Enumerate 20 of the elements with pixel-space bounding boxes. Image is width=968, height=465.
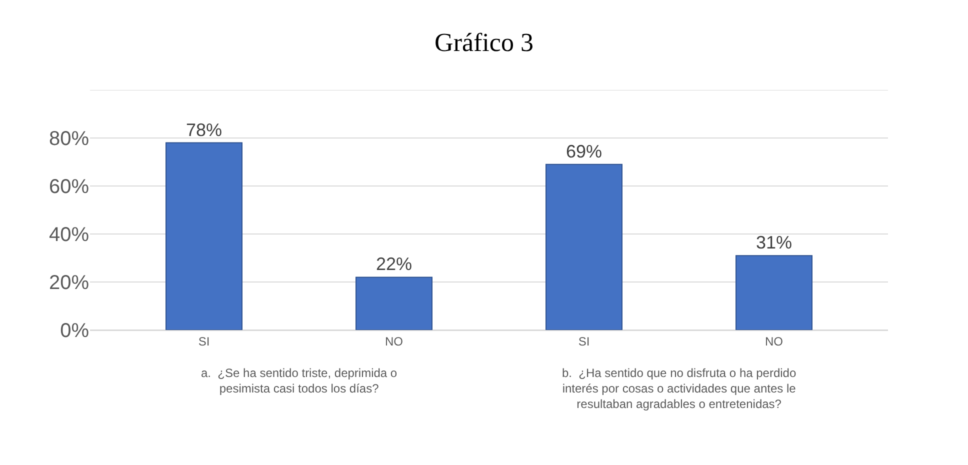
y-tick-label: 60%	[48, 176, 90, 198]
bar	[356, 276, 432, 330]
y-tick-label: 40%	[48, 224, 90, 246]
x-tick-label: SI	[578, 334, 590, 348]
x-tick-label: SI	[198, 334, 210, 348]
data-label: 78%	[186, 120, 222, 140]
data-label: 69%	[566, 141, 602, 162]
data-label: 31%	[756, 232, 792, 253]
data-label: 22%	[376, 254, 412, 274]
y-tick-label: 80%	[48, 128, 90, 150]
chart-title: Gráfico 3	[434, 28, 534, 57]
x-tick-label: NO	[385, 334, 403, 348]
bar	[736, 255, 812, 330]
text: a. ¿Se ha sentido triste, deprimida o pesimista casi todos los días?	[201, 366, 398, 396]
x-tick-label: NO	[765, 334, 783, 348]
y-tick-label: 20%	[48, 272, 90, 294]
bar	[166, 142, 242, 330]
bar	[546, 164, 622, 330]
text: b. ¿Ha sentido que no disfruta o ha perdido interés por cosas o actividades que antes le resultaban agradables o entretenidas?	[562, 366, 796, 412]
y-tick-label: 0%	[60, 320, 90, 342]
